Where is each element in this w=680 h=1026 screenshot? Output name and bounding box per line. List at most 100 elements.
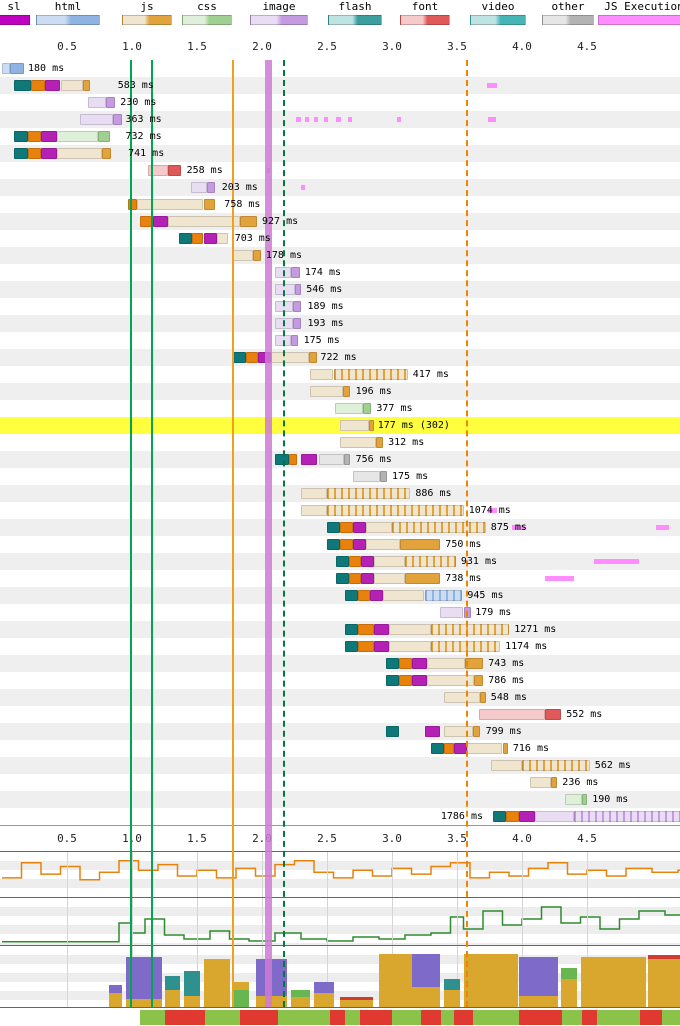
request-row[interactable]: 583 ms (0, 77, 680, 94)
request-row[interactable]: 180 ms (0, 60, 680, 77)
request-segment-ssl (258, 352, 272, 363)
main-thread-activity-bar (184, 995, 200, 1007)
request-segment-dns (13, 80, 31, 91)
panel-gridline (522, 898, 523, 946)
main-thread-activity-bar (463, 953, 519, 1007)
request-row[interactable]: 716 ms (0, 740, 680, 757)
request-segment-con (128, 199, 138, 210)
request-row[interactable]: 177 ms (302) (0, 417, 680, 434)
cpu-utilization-line (2, 860, 680, 881)
request-row[interactable]: 193 ms (0, 315, 680, 332)
main-thread-activity-bar (290, 996, 311, 1007)
legend-swatch (598, 15, 680, 25)
request-row[interactable]: 756 ms (0, 451, 680, 468)
request-segment-con (139, 216, 153, 227)
request-row[interactable]: 548 ms (0, 689, 680, 706)
request-segment-con (358, 624, 374, 635)
request-row[interactable]: 786 ms (0, 672, 680, 689)
request-row[interactable]: 562 ms (0, 757, 680, 774)
request-segment-other_w (353, 471, 381, 482)
request-row[interactable]: 1074 ms (0, 502, 680, 519)
request-segment-img_d (290, 335, 299, 346)
request-row[interactable]: 722 ms (0, 349, 680, 366)
request-row[interactable]: 546 ms (0, 281, 680, 298)
request-segment-dns (345, 590, 359, 601)
request-segment-js_w (366, 522, 392, 533)
request-row[interactable]: 758 ms (0, 196, 680, 213)
request-row[interactable]: 189 ms (0, 298, 680, 315)
request-row[interactable]: 552 ms (0, 706, 680, 723)
request-row[interactable]: 377 ms (0, 400, 680, 417)
request-row[interactable]: 1174 ms (0, 638, 680, 655)
request-segment-img_w (190, 182, 208, 193)
request-row[interactable]: 945 ms (0, 587, 680, 604)
js-execution-mark (486, 83, 498, 88)
request-row[interactable]: 312 ms (0, 434, 680, 451)
request-segment-img_w (275, 284, 295, 295)
js-execution-mark (295, 117, 301, 122)
request-segment-css_w (56, 131, 99, 142)
axis-tick-label: 2.0 (252, 40, 272, 53)
request-duration-label: 203 ms (221, 182, 258, 193)
request-segment-dns (232, 352, 247, 363)
request-segment-js_s (327, 505, 464, 516)
panel-gridline (392, 852, 393, 898)
request-row[interactable]: 174 ms (0, 264, 680, 281)
request-segment-js_w (232, 250, 253, 261)
request-row[interactable]: 190 ms (0, 791, 680, 808)
request-row[interactable]: 258 ms (0, 162, 680, 179)
request-row[interactable]: 179 ms (0, 604, 680, 621)
request-segment-js_w (389, 624, 431, 635)
request-segment-img_w (535, 811, 574, 822)
request-row[interactable]: 927 ms (0, 213, 680, 230)
request-segment-js_s (522, 760, 590, 771)
request-row[interactable]: 196 ms (0, 383, 680, 400)
request-segment-js_w (137, 199, 204, 210)
main-thread-activity-bar (164, 976, 181, 991)
request-row[interactable]: 931 ms (0, 553, 680, 570)
request-row[interactable]: 1271 ms (0, 621, 680, 638)
request-row[interactable]: 417 ms (0, 366, 680, 383)
request-row[interactable]: 230 ms (0, 94, 680, 111)
request-row[interactable]: 799 ms (0, 723, 680, 740)
request-row[interactable]: 703 ms (0, 230, 680, 247)
request-duration-label: 190 ms (592, 794, 629, 805)
request-row[interactable]: 236 ms (0, 774, 680, 791)
request-row[interactable]: 203 ms (0, 179, 680, 196)
request-row[interactable]: 178 ms (0, 247, 680, 264)
main-thread-activity-bar (233, 981, 249, 991)
request-duration-label: 1074 ms (468, 505, 511, 516)
axis-tick-label: 1.0 (122, 832, 142, 845)
legend-item: JS Execution (598, 1, 680, 25)
request-row[interactable]: 886 ms (0, 485, 680, 502)
js-execution-mark (488, 117, 496, 122)
request-duration-label: 716 ms (512, 743, 550, 754)
request-row[interactable]: 741 ms (0, 145, 680, 162)
request-segment-font_w (479, 709, 546, 720)
request-segment-font_w (147, 165, 169, 176)
main-thread-activity-bar (379, 953, 412, 1007)
request-duration-label: 236 ms (562, 777, 599, 788)
request-duration-label: 189 ms (307, 301, 344, 312)
js-execution-mark (655, 525, 669, 530)
request-duration-label: 196 ms (355, 386, 392, 397)
request-row[interactable]: 175 ms (0, 332, 680, 349)
request-segment-ssl (360, 556, 374, 567)
request-row[interactable]: 1786 ms (0, 808, 680, 825)
request-duration-label: 562 ms (594, 760, 631, 771)
request-row[interactable]: 175 ms (0, 468, 680, 485)
request-row[interactable]: 743 ms (0, 655, 680, 672)
request-row[interactable]: 732 ms (0, 128, 680, 145)
request-segment-con (358, 641, 374, 652)
axis-tick-label: 2.5 (317, 832, 337, 845)
request-row[interactable]: 875 ms (0, 519, 680, 536)
main-thread-activity-bar (290, 990, 311, 997)
request-row[interactable]: 738 ms (0, 570, 680, 587)
panel-gridline (327, 946, 328, 1008)
request-segment-ssl (301, 454, 317, 465)
request-duration-label: 758 ms (224, 199, 261, 210)
main-thread-activity-bar (519, 956, 559, 996)
request-row[interactable]: 750 ms (0, 536, 680, 553)
request-segment-ssl (373, 624, 390, 635)
request-segment-js_w (427, 658, 465, 669)
